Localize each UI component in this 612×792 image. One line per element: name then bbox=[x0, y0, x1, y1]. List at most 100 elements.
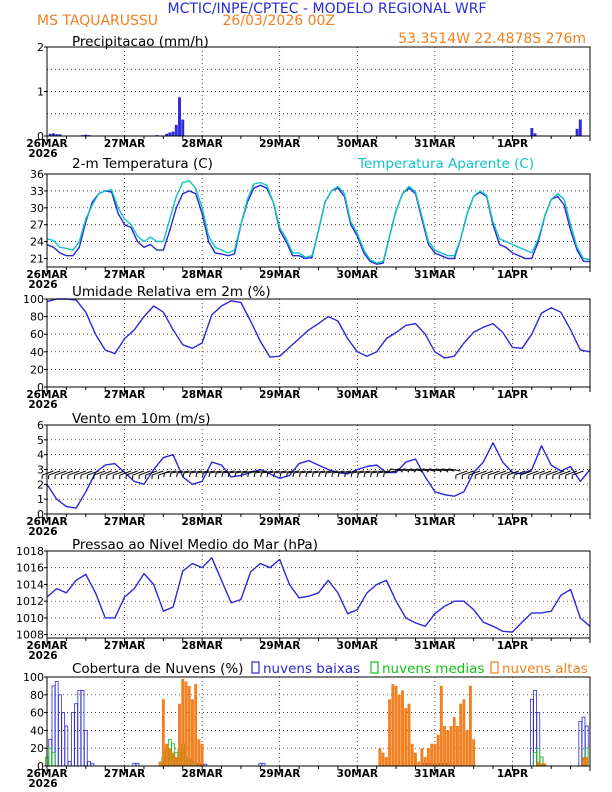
wind-barb bbox=[364, 470, 377, 474]
clouds-bar-orange bbox=[414, 752, 417, 766]
wind-barb bbox=[520, 470, 532, 476]
clouds-bar-blue bbox=[87, 761, 91, 767]
clouds-bar-orange bbox=[407, 703, 411, 766]
wind-xtick-label: 1APR bbox=[497, 516, 528, 528]
precip-xtick-label: 28MAR bbox=[182, 138, 223, 150]
clouds-frame bbox=[46, 676, 591, 767]
rh-frame bbox=[46, 298, 591, 388]
clouds-bar-orange bbox=[462, 699, 466, 766]
wind-barb-feather bbox=[427, 468, 430, 473]
wind-barb bbox=[539, 470, 552, 476]
rh-xtick-label: 26MAR bbox=[26, 389, 67, 401]
temperature-panel: 21 24 27 30 33 36 26MAR 27MAR 28MAR 29MAR 30MAR 31M… bbox=[26, 156, 591, 291]
wind-title: Vento em 10m (m/s) bbox=[72, 411, 211, 427]
wind-barb-feather bbox=[376, 472, 379, 478]
legend-high-clouds: nuvens altas bbox=[502, 661, 588, 677]
header-title: MCTIC/INPE/CPTEC - MODELO REGIONAL WRF bbox=[168, 1, 487, 17]
precip-xtick-label: 26MAR bbox=[26, 138, 67, 150]
wind-barb-feather bbox=[357, 472, 359, 478]
clouds-bar-orange bbox=[426, 748, 430, 766]
clouds-bar-orange bbox=[456, 725, 459, 766]
wind-series-blue bbox=[46, 442, 591, 509]
wind-barb bbox=[332, 470, 345, 474]
clouds-ytick-label: 60 bbox=[30, 707, 44, 720]
wind-ytick-label: 1 bbox=[37, 493, 44, 506]
clouds-bar-orange bbox=[197, 739, 201, 766]
wind-barb bbox=[106, 470, 119, 476]
wind-barb bbox=[113, 470, 125, 476]
clouds-bar-orange bbox=[388, 699, 392, 766]
wind-barb-feather bbox=[439, 468, 443, 473]
legend-swatch-mid bbox=[370, 661, 379, 674]
wind-barb bbox=[80, 470, 93, 476]
clouds-bar-green bbox=[48, 747, 53, 767]
humidity-panel: 0 20 40 60 80 100 26MAR 27MAR 28MAR 29MAR 30MAR 31M… bbox=[23, 284, 591, 411]
temp-series-cyan bbox=[46, 180, 591, 264]
press-xtick-label: 28MAR bbox=[182, 640, 223, 652]
precip-ytick-label: 2 bbox=[37, 41, 44, 54]
legend-mid-clouds: nuvens medias bbox=[382, 661, 484, 677]
precip-bar-blue bbox=[174, 124, 178, 136]
press-xtick-label: 30MAR bbox=[337, 640, 378, 652]
clouds-bar-orange bbox=[158, 761, 162, 766]
press-xtick-label: 31MAR bbox=[414, 640, 455, 652]
clouds-bar-orange bbox=[378, 748, 382, 766]
rh-ytick-label: 100 bbox=[23, 293, 44, 306]
wind-ytick-label: 5 bbox=[37, 434, 44, 447]
press-ytick-label: 1014 bbox=[16, 578, 44, 591]
clouds-bar-orange bbox=[178, 703, 181, 766]
rh-xtick-label: 28MAR bbox=[182, 389, 223, 401]
wind-barb bbox=[325, 470, 338, 474]
cloud-cover-panel: 0 20 40 60 80 100 26MAR 27MAR 28MAR 29MAR 30MAR 31M… bbox=[23, 661, 591, 790]
pressure-title: Pressao ao Nivel Medio do Mar (hPa) bbox=[72, 537, 318, 553]
wind-barb bbox=[93, 470, 106, 476]
clouds-bar-blue bbox=[529, 698, 534, 767]
wind-barb bbox=[494, 470, 507, 476]
clouds-bar-green bbox=[51, 752, 56, 767]
wind-barb bbox=[261, 470, 274, 474]
clouds-bar-blue bbox=[80, 689, 85, 767]
precip-bar-blue bbox=[52, 133, 55, 136]
wind-barb-feather bbox=[260, 472, 262, 478]
wind-barb bbox=[351, 470, 364, 474]
clouds-bar-orange bbox=[446, 730, 450, 766]
wind-barb bbox=[481, 470, 494, 476]
rh-ytick-label: 20 bbox=[30, 363, 44, 376]
wind-barb bbox=[319, 470, 332, 474]
temp-ytick-label: 33 bbox=[30, 185, 44, 198]
wind-barb bbox=[241, 470, 254, 474]
wind-barb bbox=[126, 470, 138, 476]
wind-barb bbox=[138, 470, 151, 476]
wind-barb-feather bbox=[189, 472, 191, 478]
clouds-bar-orange bbox=[423, 757, 427, 766]
precip-xtick-label: 31MAR bbox=[414, 138, 455, 150]
wind-barb bbox=[448, 468, 461, 472]
temp-ytick-label: 21 bbox=[30, 253, 44, 266]
clouds-bar-orange bbox=[165, 743, 169, 766]
wind-barb-feather bbox=[176, 472, 178, 478]
wind-barb bbox=[280, 470, 293, 474]
wind-barb bbox=[468, 470, 481, 476]
clouds-bar-orange bbox=[200, 743, 204, 766]
wind-barb-feather bbox=[234, 472, 237, 478]
press-xtick-label: 1APR bbox=[497, 640, 528, 652]
rh-ytick-label: 0 bbox=[37, 381, 44, 394]
temp-xtick-label: 30MAR bbox=[337, 269, 378, 281]
precip-xtick-label: 30MAR bbox=[337, 138, 378, 150]
rh-xtick-label: 27MAR bbox=[104, 389, 145, 401]
clouds-ytick-label: 100 bbox=[23, 671, 44, 684]
header-run: 26/03/2026 00Z bbox=[222, 13, 335, 29]
wind-barb bbox=[488, 470, 500, 476]
clouds-xtick-label: 1APR bbox=[497, 768, 528, 780]
precip-bar-blue bbox=[58, 134, 62, 136]
clouds-bar-orange bbox=[585, 757, 589, 766]
press-ytick-label: 1018 bbox=[16, 545, 44, 558]
rh-xtick-label: 1APR bbox=[497, 389, 528, 401]
precip-frame bbox=[46, 46, 591, 137]
clouds-bar-orange bbox=[452, 717, 456, 766]
clouds-bar-orange bbox=[168, 748, 172, 766]
press-ytick-label: 1008 bbox=[16, 629, 44, 642]
clouds-bar-orange bbox=[404, 708, 408, 766]
precip-bar-blue bbox=[55, 134, 59, 136]
